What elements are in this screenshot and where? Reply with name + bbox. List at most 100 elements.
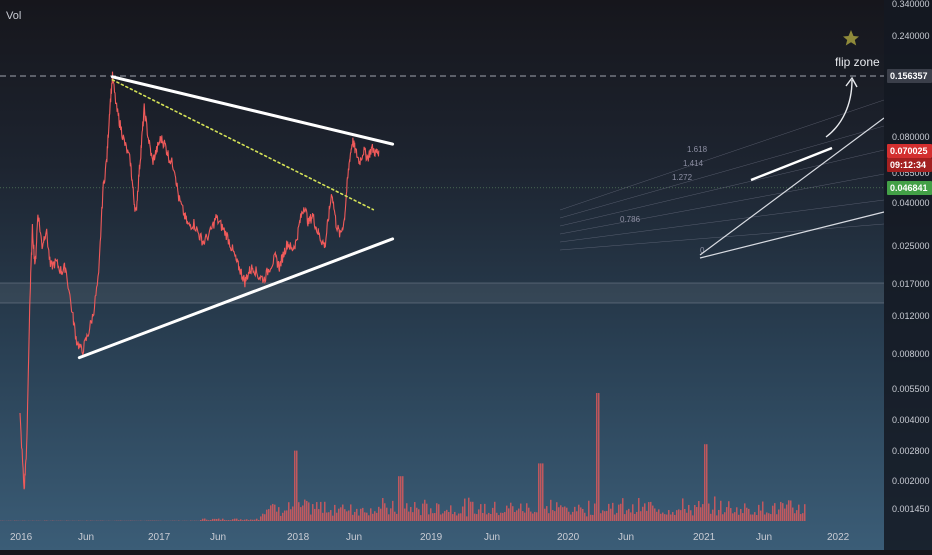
volume-bar bbox=[628, 509, 630, 521]
volume-bar bbox=[592, 515, 594, 521]
volume-bar bbox=[594, 504, 596, 521]
volume-bar bbox=[362, 508, 364, 521]
volume-bar bbox=[376, 513, 378, 521]
volume-bar bbox=[354, 512, 356, 521]
volume-bar bbox=[280, 516, 282, 521]
volume-bar bbox=[222, 519, 224, 521]
volume-bar bbox=[304, 500, 306, 521]
volume-bar bbox=[470, 502, 472, 521]
volume-bar bbox=[704, 444, 706, 521]
volume-bar bbox=[624, 514, 626, 521]
volume-bar bbox=[802, 513, 804, 521]
volume-bar bbox=[442, 513, 444, 521]
volume-bar bbox=[216, 519, 218, 521]
volume-bar bbox=[694, 505, 696, 521]
volume-bar bbox=[434, 513, 436, 521]
volume-bar bbox=[390, 508, 392, 521]
volume-bar bbox=[720, 501, 722, 521]
trendlines[interactable] bbox=[0, 76, 884, 358]
y-tick-label: 0.240000 bbox=[892, 31, 930, 41]
volume-bar bbox=[446, 510, 448, 521]
volume-bar bbox=[268, 509, 270, 521]
volume-bar bbox=[712, 510, 714, 521]
volume-bar bbox=[688, 505, 690, 521]
volume-bar bbox=[644, 503, 646, 521]
support-price-tag: 0.046841 bbox=[890, 183, 928, 193]
volume-bar bbox=[496, 513, 498, 521]
volume-bar bbox=[758, 505, 760, 521]
volume-bar bbox=[570, 515, 572, 521]
volume-bar bbox=[742, 513, 744, 521]
volume-bar bbox=[450, 505, 452, 521]
volume-bar bbox=[520, 504, 522, 521]
volume-bar bbox=[474, 514, 476, 521]
volume-bar bbox=[246, 519, 248, 521]
volume-bar bbox=[440, 514, 442, 521]
volume-bar bbox=[232, 519, 234, 521]
indicator-label[interactable]: Vol bbox=[6, 10, 21, 22]
volume-bar bbox=[580, 507, 582, 521]
volume-bar bbox=[326, 513, 328, 521]
volume-bar bbox=[552, 510, 554, 521]
y-tick-label: 0.017000 bbox=[892, 279, 930, 289]
volume-bar bbox=[350, 504, 352, 521]
volume-bar bbox=[744, 503, 746, 521]
y-tick-label: 0.005500 bbox=[892, 384, 930, 394]
volume-bar bbox=[618, 505, 620, 521]
volume-bar bbox=[236, 519, 238, 521]
volume-bar bbox=[364, 512, 366, 521]
y-tick-label: 0.001450 bbox=[892, 504, 930, 514]
volume-bar bbox=[214, 519, 216, 521]
volume-bar bbox=[252, 520, 254, 521]
volume-bar bbox=[218, 519, 220, 521]
volume-bar bbox=[478, 509, 480, 521]
volume-bar bbox=[782, 503, 784, 521]
volume-bar bbox=[212, 519, 214, 521]
trendline-1 bbox=[112, 77, 392, 144]
y-tick-label: 0.008000 bbox=[892, 349, 930, 359]
volume-bar bbox=[600, 513, 602, 521]
volume-bar bbox=[604, 511, 606, 521]
volume-bar bbox=[292, 506, 294, 521]
volume-bar bbox=[266, 510, 268, 521]
volume-bar bbox=[336, 513, 338, 521]
volume-bar bbox=[476, 514, 478, 521]
volume-bar bbox=[780, 502, 782, 521]
volume-bar bbox=[500, 513, 502, 521]
volume-bar bbox=[660, 514, 662, 521]
y-tick-label: 0.012000 bbox=[892, 311, 930, 321]
volume-bar bbox=[774, 503, 776, 521]
volume-bar bbox=[696, 507, 698, 521]
price-axis[interactable]: 0.3400000.2400000.1100000.0800000.055000… bbox=[884, 0, 932, 550]
volume-bar bbox=[316, 502, 318, 521]
volume-bar bbox=[668, 510, 670, 521]
volume-bar bbox=[506, 506, 508, 521]
volume-bar bbox=[278, 507, 280, 521]
volume-bar bbox=[208, 520, 210, 521]
volume-bar bbox=[254, 520, 256, 521]
volume-bar bbox=[318, 509, 320, 521]
fib-label: 1.272 bbox=[672, 173, 693, 182]
volume-bar bbox=[692, 515, 694, 521]
support-zone bbox=[0, 283, 884, 303]
volume-bar bbox=[298, 502, 300, 521]
x-tick-label: 2018 bbox=[287, 532, 310, 543]
volume-bar bbox=[288, 502, 290, 521]
volume-bar bbox=[702, 504, 704, 521]
volume-bar bbox=[348, 510, 350, 521]
volume-bar bbox=[648, 502, 650, 521]
volume-bar bbox=[510, 503, 512, 521]
volume-bar bbox=[728, 501, 730, 521]
fib-line bbox=[560, 224, 884, 250]
y-tick-label: 0.340000 bbox=[892, 0, 930, 9]
x-tick-label: Jun bbox=[346, 532, 362, 543]
volume-bar bbox=[468, 498, 470, 521]
volume-bar bbox=[536, 512, 538, 521]
volume-bar bbox=[386, 508, 388, 521]
volume-bar bbox=[388, 514, 390, 521]
volume-bar bbox=[684, 509, 686, 521]
